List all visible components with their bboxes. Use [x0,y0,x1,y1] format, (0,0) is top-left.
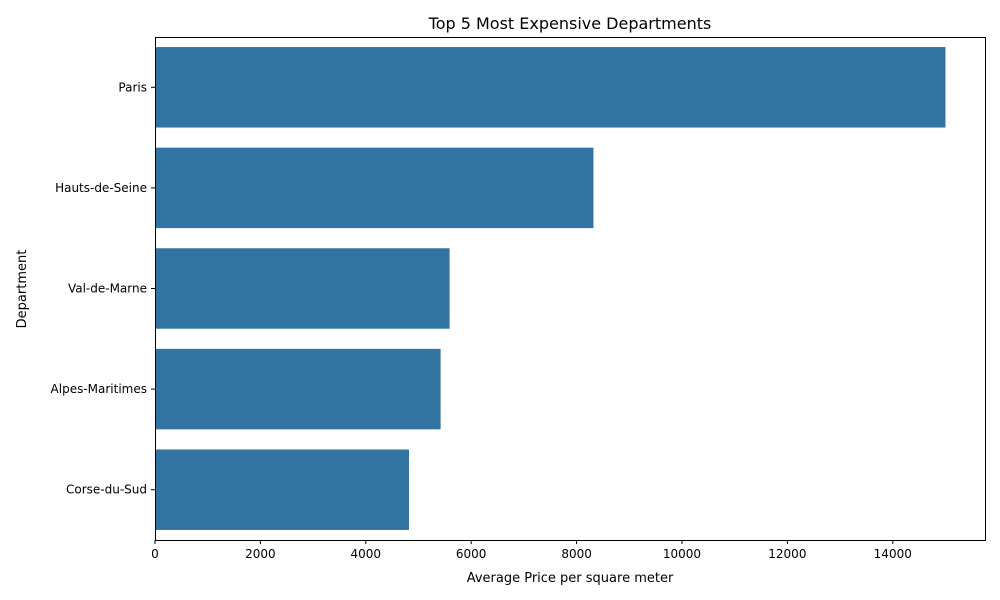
x-tick-label: 12000 [768,547,806,561]
x-tick-label: 14000 [874,547,912,561]
x-tick-label: 2000 [245,547,276,561]
y-tick-label: Corse-du-Sud [66,483,147,497]
bar [155,248,450,329]
y-tick-label: Hauts-de-Seine [55,181,147,195]
x-tick-label: 10000 [663,547,701,561]
chart-title: Top 5 Most Expensive Departments [428,14,712,33]
bar [155,348,441,430]
y-tick-label: Paris [118,80,147,94]
x-tick-label: 6000 [456,547,487,561]
x-tick-label: 0 [151,547,159,561]
x-tick-label: 4000 [351,547,382,561]
bar [155,449,410,530]
y-tick-label: Alpes-Maritimes [51,382,147,396]
x-axis-label: Average Price per square meter [467,571,674,586]
y-tick-label: Val-de-Marne [68,282,147,296]
x-axis-ticks: 0 2000 4000 6000 8000 10000 12000 14000 [151,540,912,561]
bar [155,47,946,128]
y-axis-label: Department [15,250,30,329]
y-axis-ticks: Paris Hauts-de-Seine Val-de-Marne Alpes-Mar… [51,80,155,497]
bar [155,147,594,229]
bars [155,47,946,530]
x-tick-label: 8000 [561,547,592,561]
